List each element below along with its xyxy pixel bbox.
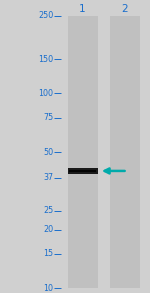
Text: 100: 100	[38, 89, 53, 98]
Text: 250: 250	[38, 11, 53, 21]
FancyBboxPatch shape	[68, 16, 98, 288]
Text: 2: 2	[121, 4, 128, 14]
Text: 37: 37	[43, 173, 53, 182]
Text: 20: 20	[43, 225, 53, 234]
Text: 150: 150	[38, 54, 53, 64]
Text: 25: 25	[43, 206, 53, 215]
FancyBboxPatch shape	[68, 168, 98, 173]
FancyBboxPatch shape	[69, 170, 96, 172]
Text: 50: 50	[43, 148, 53, 156]
Text: 75: 75	[43, 113, 53, 122]
Text: 15: 15	[43, 249, 53, 258]
Text: 10: 10	[43, 284, 53, 293]
Text: 1: 1	[79, 4, 86, 14]
FancyBboxPatch shape	[110, 16, 140, 288]
